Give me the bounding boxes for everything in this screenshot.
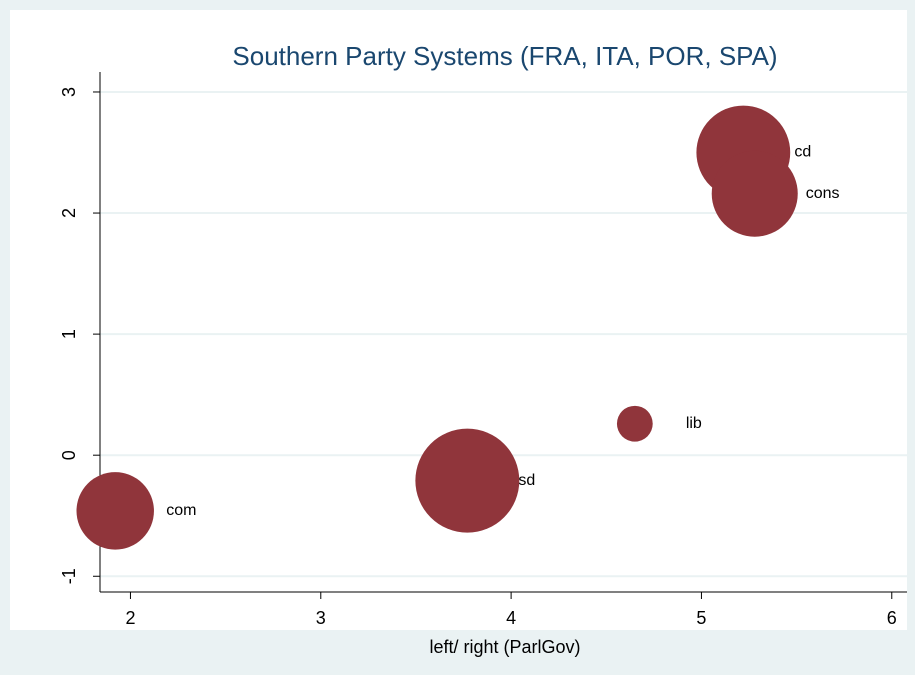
y-tick-label: 3 <box>59 87 79 97</box>
bubble <box>616 405 653 442</box>
bubble <box>711 150 798 237</box>
chart-title: Southern Party Systems (FRA, ITA, POR, S… <box>232 41 777 71</box>
bubble <box>76 472 154 550</box>
x-tick-label: 4 <box>506 608 516 628</box>
bubble-label: cons <box>806 185 840 202</box>
y-tick-label: 0 <box>59 450 79 460</box>
x-tick-label: 5 <box>696 608 706 628</box>
x-tick-label: 6 <box>887 608 897 628</box>
x-axis-title: left/ right (ParlGov) <box>429 637 580 657</box>
bubble-label: cd <box>794 144 811 161</box>
y-tick-label: -1 <box>59 568 79 584</box>
bubble <box>415 428 520 533</box>
plot-region <box>10 10 907 630</box>
bubble-label: lib <box>686 415 702 432</box>
y-tick-label: 1 <box>59 329 79 339</box>
x-tick-label: 3 <box>316 608 326 628</box>
bubble-label: sd <box>518 472 535 489</box>
y-tick-label: 2 <box>59 208 79 218</box>
x-tick-label: 2 <box>125 608 135 628</box>
bubble-label: com <box>166 502 196 519</box>
